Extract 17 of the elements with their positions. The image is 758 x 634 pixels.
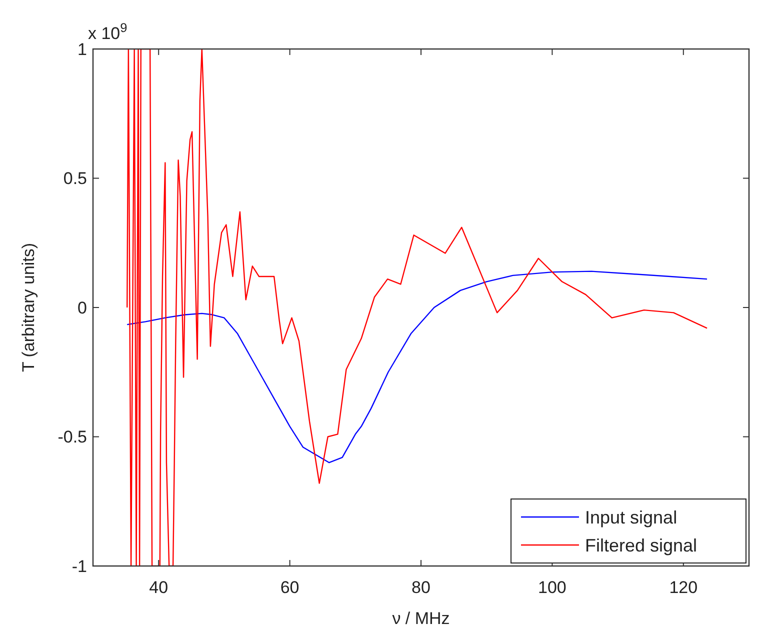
legend-label: Filtered signal bbox=[585, 535, 698, 556]
y-tick-label: 0 bbox=[78, 298, 87, 318]
line-series bbox=[126, 49, 708, 566]
y-tick-label: 1 bbox=[78, 40, 87, 59]
x-tick-label: 100 bbox=[538, 578, 566, 597]
y-axis-title: T (arbitrary units) bbox=[19, 242, 38, 372]
x-axis-title: ν / MHz bbox=[392, 609, 450, 628]
legend-label: Input signal bbox=[585, 507, 678, 528]
x-tick-label: 60 bbox=[280, 578, 300, 597]
y-tick-label: 0.5 bbox=[63, 169, 87, 188]
text: x 10$^{9}$ bbox=[88, 20, 128, 43]
x-tick-label: 40 bbox=[149, 578, 168, 597]
x-tick-label: 80 bbox=[412, 578, 430, 597]
y-tick-label: -0.5 bbox=[58, 428, 87, 447]
x-tick-label: 120 bbox=[669, 578, 698, 597]
line-series bbox=[126, 270, 708, 464]
y-tick-label: -1 bbox=[72, 556, 87, 576]
